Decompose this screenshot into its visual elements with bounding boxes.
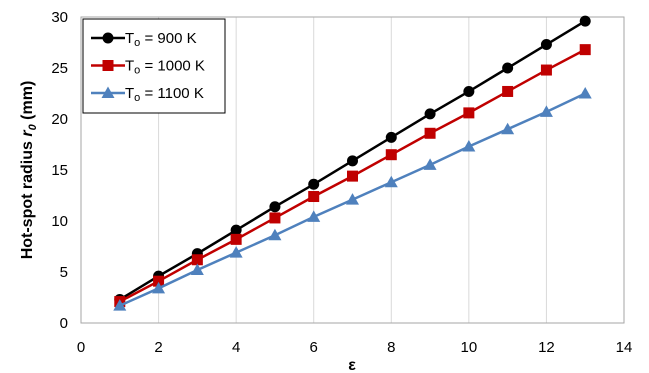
legend-item: To = 1100 K xyxy=(91,85,204,104)
series-layer xyxy=(113,15,592,311)
data-point xyxy=(307,210,321,222)
legend-label-rest: = 1100 K xyxy=(140,85,204,102)
data-point xyxy=(308,191,320,203)
x-tick-label: 12 xyxy=(538,339,555,356)
y-tick-label: 0 xyxy=(60,315,68,332)
legend-label-subscript: o xyxy=(134,37,140,49)
data-point xyxy=(540,39,552,51)
data-point xyxy=(269,212,281,224)
legend-label-subscript: o xyxy=(134,65,140,77)
data-point xyxy=(578,87,592,99)
y-tick-labels: 0 5 10 15 20 25 30 xyxy=(51,9,68,332)
x-tick-label: 2 xyxy=(154,339,162,356)
legend-item: To = 900 K xyxy=(91,30,197,49)
data-point xyxy=(424,127,436,139)
y-tick-label: 15 xyxy=(51,162,68,179)
legend-swatch-marker xyxy=(102,32,114,44)
data-point xyxy=(423,158,437,170)
y-tick-label: 25 xyxy=(51,60,68,77)
data-point xyxy=(269,201,281,213)
data-point xyxy=(113,299,127,311)
data-point xyxy=(579,15,591,27)
legend-swatch-marker xyxy=(102,60,114,71)
y-tick-label: 30 xyxy=(51,9,68,26)
series-triangle xyxy=(113,87,592,311)
data-point xyxy=(385,131,397,143)
x-tick-labels: 0 2 4 6 8 10 12 14 xyxy=(77,339,633,356)
data-point xyxy=(424,108,436,120)
data-point xyxy=(190,263,204,275)
y-axis-title-unit: (mm) xyxy=(19,81,36,125)
legend-label: To = 900 K xyxy=(125,30,197,49)
legend-label: To = 1100 K xyxy=(125,85,204,104)
y-tick-label: 5 xyxy=(60,264,68,281)
x-tick-label: 14 xyxy=(616,339,633,356)
data-point xyxy=(347,155,358,167)
legend-label-rest: = 900 K xyxy=(140,30,196,47)
data-point xyxy=(463,85,475,97)
data-point xyxy=(385,149,397,161)
legend: To = 900 KTo = 1000 KTo = 1100 K xyxy=(82,18,226,114)
legend-label-rest: = 1000 K xyxy=(140,58,205,75)
x-tick-label: 4 xyxy=(232,339,240,356)
legend-label-main: T xyxy=(125,58,134,75)
data-point xyxy=(153,275,165,287)
data-point xyxy=(230,233,242,245)
x-axis-title: ε xyxy=(348,357,356,373)
data-point xyxy=(230,224,242,236)
data-point xyxy=(463,107,475,119)
data-point xyxy=(502,62,514,74)
y-axis-title-main: Hot-spot radius xyxy=(19,137,36,260)
series-square xyxy=(114,44,591,308)
data-point xyxy=(268,228,282,241)
x-tick-label: 8 xyxy=(387,339,395,356)
data-point xyxy=(191,254,203,266)
legend-item: To = 1000 K xyxy=(91,58,205,77)
plot-area-frame xyxy=(80,16,625,324)
data-point xyxy=(152,281,166,294)
x-tick-label: 6 xyxy=(310,339,318,356)
legend-swatch-marker xyxy=(101,86,115,98)
data-point xyxy=(579,44,591,56)
data-point xyxy=(502,85,514,97)
y-axis-title: Hot-spot radius r0 (mm) xyxy=(19,81,39,260)
x-tick-label: 0 xyxy=(77,339,85,356)
data-point xyxy=(347,170,358,182)
legend-label-main: T xyxy=(125,30,134,47)
legend-label-subscript: o xyxy=(134,92,140,104)
data-point xyxy=(346,193,359,205)
data-point xyxy=(501,122,515,135)
data-point xyxy=(308,178,320,190)
legend-label-main: T xyxy=(125,85,134,102)
y-axis-title-subscript: 0 xyxy=(27,123,39,130)
y-tick-label: 20 xyxy=(51,111,68,128)
data-point xyxy=(384,175,398,188)
data-point xyxy=(540,64,552,76)
legend-label: To = 1000 K xyxy=(125,58,205,77)
data-point xyxy=(462,140,476,152)
y-axis-title-symbol: r xyxy=(19,130,36,137)
data-point xyxy=(539,105,553,117)
y-tick-label: 10 xyxy=(51,213,68,230)
x-tick-label: 10 xyxy=(461,339,478,356)
data-point xyxy=(229,246,243,258)
